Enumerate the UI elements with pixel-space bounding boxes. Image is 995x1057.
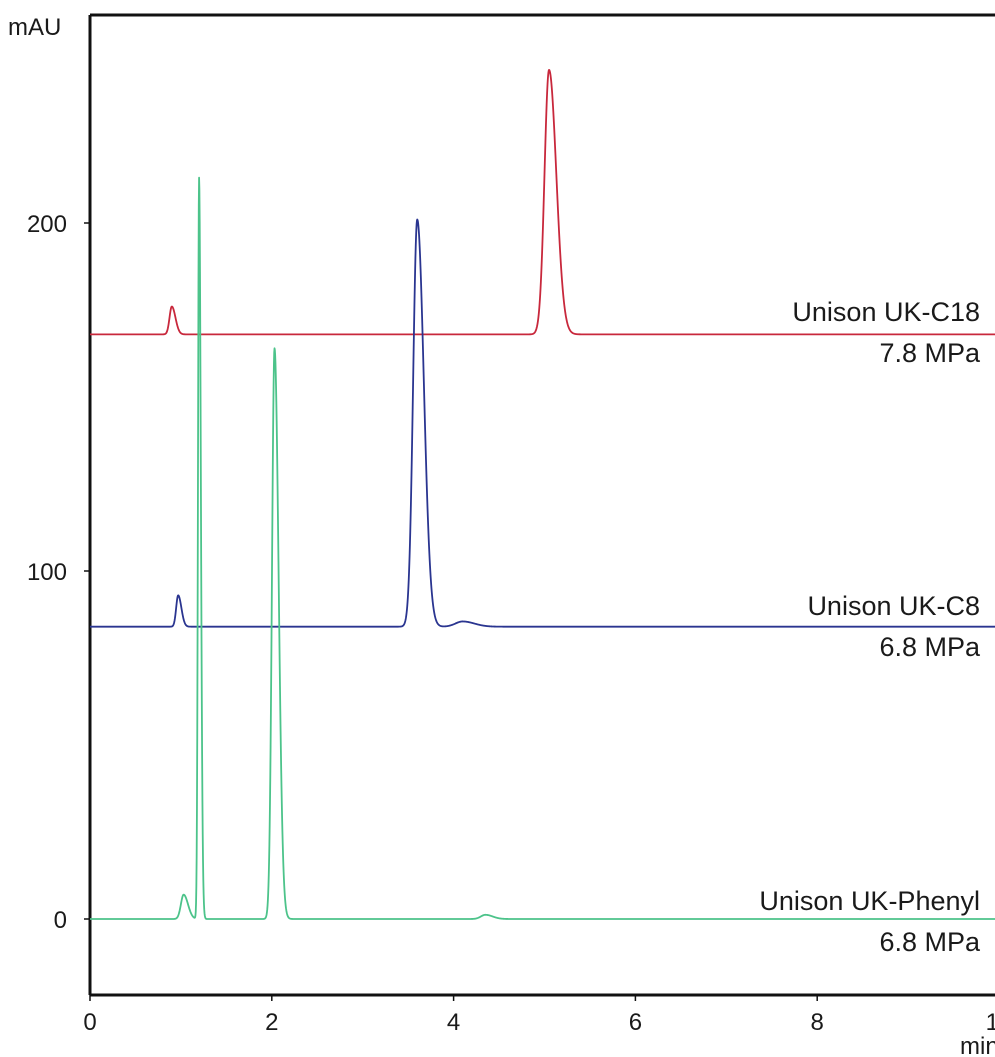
x-axis-label: min bbox=[960, 1033, 995, 1057]
trace-unison-uk-c18 bbox=[89, 68, 995, 336]
series-label-unison-uk-c8: Unison UK-C8 bbox=[807, 591, 980, 621]
series-pressure-unison-uk-phenyl: 6.8 MPa bbox=[879, 927, 981, 957]
x-tick-label-2: 2 bbox=[265, 1009, 278, 1036]
y-axis-label: mAU bbox=[8, 14, 61, 41]
series-label-unison-uk-phenyl: Unison UK-Phenyl bbox=[759, 886, 980, 916]
x-tick-label-6: 6 bbox=[629, 1009, 642, 1036]
y-tick-label-200: 200 bbox=[27, 211, 67, 238]
series-pressure-unison-uk-c18: 7.8 MPa bbox=[879, 338, 981, 368]
x-tick-label-0: 0 bbox=[83, 1009, 96, 1036]
axes bbox=[84, 13, 995, 1001]
labels: 0 100 200 0 2 4 6 8 10 mAU min Unison UK-C18 7.8 MPa… bbox=[8, 14, 995, 1057]
x-tick-label-10: 10 bbox=[986, 1009, 995, 1036]
trace-unison-uk-phenyl bbox=[89, 176, 995, 920]
x-tick-label-4: 4 bbox=[447, 1009, 460, 1036]
x-tick-label-8: 8 bbox=[811, 1009, 824, 1036]
series-label-unison-uk-c18: Unison UK-C18 bbox=[792, 297, 980, 327]
series-pressure-unison-uk-c8: 6.8 MPa bbox=[879, 632, 981, 662]
y-tick-label-0: 0 bbox=[54, 907, 67, 934]
traces bbox=[89, 68, 995, 920]
y-tick-label-100: 100 bbox=[27, 559, 67, 586]
trace-unison-uk-c8 bbox=[89, 218, 995, 628]
